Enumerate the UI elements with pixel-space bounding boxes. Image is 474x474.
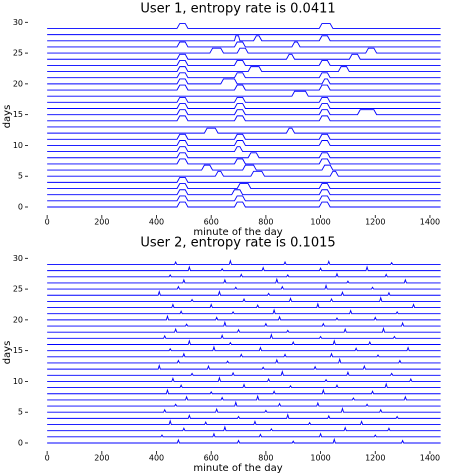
day-line bbox=[47, 23, 441, 29]
day-line bbox=[47, 394, 441, 401]
day-line bbox=[47, 170, 441, 177]
y-tick-label: 20 bbox=[13, 79, 23, 88]
day-line bbox=[47, 164, 441, 171]
y-tick-label: 30 bbox=[13, 254, 23, 263]
day-line bbox=[47, 320, 441, 327]
day-line bbox=[47, 152, 441, 159]
x-axis-label: minute of the day bbox=[193, 463, 282, 474]
x-tick-label: 1400 bbox=[420, 454, 440, 463]
y-tick-label: 15 bbox=[13, 110, 23, 119]
day-line bbox=[47, 177, 441, 183]
day-line bbox=[47, 283, 441, 290]
day-line bbox=[47, 357, 441, 364]
day-line bbox=[47, 133, 441, 140]
day-line bbox=[47, 302, 441, 309]
day-line bbox=[47, 388, 441, 395]
day-line bbox=[47, 35, 441, 42]
y-tick-label: 0 bbox=[18, 202, 23, 211]
day-line bbox=[47, 345, 441, 352]
x-tick-label: 1400 bbox=[420, 218, 440, 227]
day-line bbox=[47, 78, 441, 85]
day-line bbox=[47, 296, 441, 302]
day-line bbox=[47, 53, 441, 60]
day-line bbox=[47, 289, 441, 296]
day-line bbox=[47, 339, 441, 345]
day-line bbox=[47, 277, 441, 284]
day-line bbox=[47, 265, 441, 272]
chart-title: User 1, entropy rate is 0.0411 bbox=[140, 2, 335, 17]
y-tick-label: 25 bbox=[13, 49, 23, 58]
day-line bbox=[47, 146, 441, 153]
day-line bbox=[47, 376, 441, 382]
x-tick-label: 600 bbox=[204, 218, 219, 227]
day-line bbox=[47, 400, 441, 407]
day-line bbox=[47, 158, 441, 165]
x-tick-label: 400 bbox=[149, 218, 164, 227]
x-tick-label: 200 bbox=[94, 218, 109, 227]
x-tick-label: 1000 bbox=[310, 218, 330, 227]
day-line bbox=[47, 72, 441, 79]
day-line bbox=[47, 96, 441, 103]
day-line bbox=[47, 413, 441, 419]
day-line bbox=[47, 103, 441, 109]
day-line bbox=[47, 425, 441, 432]
y-tick-label: 25 bbox=[13, 285, 23, 294]
day-line bbox=[47, 115, 441, 122]
y-tick-label: 5 bbox=[18, 408, 23, 417]
day-line bbox=[47, 437, 441, 444]
day-line bbox=[47, 352, 441, 358]
day-line bbox=[47, 272, 441, 278]
x-tick-label: 1200 bbox=[365, 218, 385, 227]
y-tick-label: 15 bbox=[13, 346, 23, 355]
day-line bbox=[47, 419, 441, 425]
chart-title: User 2, entropy rate is 0.1015 bbox=[140, 236, 335, 251]
x-tick-label: 200 bbox=[94, 454, 109, 463]
x-tick-label: 400 bbox=[149, 454, 164, 463]
y-tick-label: 10 bbox=[13, 377, 23, 386]
y-tick-label: 0 bbox=[18, 438, 23, 447]
day-line bbox=[47, 66, 441, 73]
x-axis-label: minute of the day bbox=[193, 227, 282, 238]
day-line bbox=[47, 127, 441, 134]
day-line bbox=[47, 189, 441, 196]
day-line bbox=[47, 201, 441, 208]
day-line bbox=[47, 308, 441, 315]
day-line bbox=[47, 406, 441, 413]
x-tick-label: 1000 bbox=[310, 454, 330, 463]
y-axis-label: days bbox=[2, 341, 13, 365]
day-line bbox=[47, 109, 441, 116]
day-line bbox=[47, 314, 441, 321]
x-tick-label: 1200 bbox=[365, 454, 385, 463]
day-line bbox=[47, 140, 441, 146]
y-tick-label: 20 bbox=[13, 315, 23, 324]
day-line bbox=[47, 369, 441, 376]
day-line bbox=[47, 41, 441, 48]
y-tick-label: 10 bbox=[13, 141, 23, 150]
day-line bbox=[47, 326, 441, 333]
x-tick-label: 600 bbox=[204, 454, 219, 463]
day-line bbox=[47, 183, 441, 189]
x-tick-label: 800 bbox=[258, 454, 273, 463]
day-line bbox=[47, 363, 441, 370]
y-axis-label: days bbox=[2, 105, 13, 129]
day-line bbox=[47, 382, 441, 389]
y-tick-label: 5 bbox=[18, 172, 23, 181]
day-line bbox=[47, 90, 441, 97]
x-tick-label: 0 bbox=[45, 454, 50, 463]
x-tick-label: 800 bbox=[258, 218, 273, 227]
day-line bbox=[47, 47, 441, 54]
day-line bbox=[47, 84, 441, 91]
day-line bbox=[47, 259, 441, 265]
day-line bbox=[47, 195, 441, 202]
day-line bbox=[47, 333, 441, 339]
day-line bbox=[47, 60, 441, 66]
y-tick-label: 30 bbox=[13, 18, 23, 27]
x-tick-label: 0 bbox=[45, 218, 50, 227]
day-line bbox=[47, 432, 441, 438]
